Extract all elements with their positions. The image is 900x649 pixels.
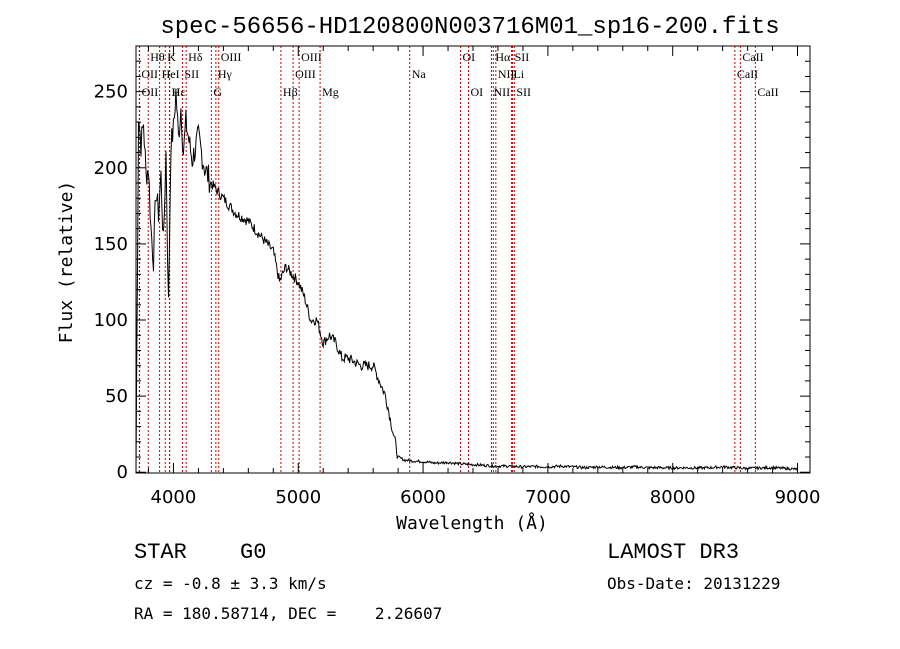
line-marker-label-4: OIII <box>301 50 322 64</box>
object-subclass: G0 <box>240 540 267 565</box>
spectrum-line <box>135 88 798 473</box>
line-marker-label-1: K <box>167 50 176 64</box>
spectrum-series <box>135 88 798 473</box>
y-tick-label-5: 250 <box>94 82 128 103</box>
line-marker-label-14: Na <box>412 67 427 81</box>
line-marker-label-0: Hθ <box>150 50 165 64</box>
emission-line-markers <box>138 46 756 473</box>
plot-frame <box>135 45 811 474</box>
line-marker-label-3: OIII <box>221 50 242 64</box>
line-marker-label-10: HeI <box>162 67 180 81</box>
line-marker-label-17: CaII <box>737 67 758 81</box>
sky-coordinates: RA = 180.58714, DEC = 2.26607 <box>134 604 443 623</box>
line-marker-label-27: CaII <box>757 85 778 99</box>
axis-ticks <box>136 46 810 473</box>
x-tick-label-0: 4000 <box>151 487 197 508</box>
x-tick-label-3: 7000 <box>525 487 571 508</box>
x-tick-label-5: 9000 <box>775 487 821 508</box>
line-marker-label-6: Hα <box>495 50 511 64</box>
y-tick-label-0: 0 <box>117 462 128 483</box>
line-marker-label-16: Li <box>513 67 524 81</box>
y-axis-label: Flux (relative) <box>56 181 77 344</box>
survey-name: LAMOST DR3 <box>607 540 740 565</box>
y-tick-label-3: 150 <box>94 234 128 255</box>
y-tick-label-1: 50 <box>105 386 128 407</box>
line-marker-label-2: Hδ <box>188 50 203 64</box>
axis-tick-labels: 4000 5000 6000 7000 8000 9000 0 50 100 150 200 250 <box>94 82 821 508</box>
line-marker-label-24: OI <box>471 85 484 99</box>
line-marker-label-9: OII <box>141 67 158 81</box>
line-marker-label-20: H <box>171 85 180 99</box>
line-marker-label-25: NII <box>493 85 510 99</box>
line-marker-label-18: OII <box>142 85 159 99</box>
line-marker-label-13: OIII <box>295 67 316 81</box>
line-marker-label-22: Hβ <box>283 85 298 99</box>
plot-border <box>135 45 811 474</box>
y-tick-label-2: 100 <box>94 310 128 331</box>
line-marker-label-11: SII <box>184 67 199 81</box>
redshift-velocity: cz = -0.8 ± 3.3 km/s <box>134 574 327 593</box>
line-marker-label-7: SII <box>515 50 530 64</box>
x-tick-label-1: 5000 <box>275 487 321 508</box>
observation-date: Obs-Date: 20131229 <box>607 574 781 593</box>
line-marker-label-26: SII <box>516 85 531 99</box>
line-marker-label-21: G <box>213 85 222 99</box>
line-marker-label-12: Hγ <box>218 67 233 81</box>
line-marker-label-8: CaII <box>742 50 763 64</box>
x-tick-label-4: 8000 <box>650 487 696 508</box>
line-marker-label-5: OI <box>463 50 476 64</box>
line-marker-label-23: Mg <box>322 85 339 99</box>
object-class: STAR <box>134 540 187 565</box>
line-marker-label-19: Hε <box>172 85 186 99</box>
x-tick-label-2: 6000 <box>400 487 446 508</box>
line-marker-label-15: NII <box>498 67 515 81</box>
y-tick-label-4: 200 <box>94 158 128 179</box>
x-axis-label: Wavelength (Å) <box>396 512 548 534</box>
chart-title: spec-56656-HD120800N003716M01_sp16-200.f… <box>160 14 779 41</box>
